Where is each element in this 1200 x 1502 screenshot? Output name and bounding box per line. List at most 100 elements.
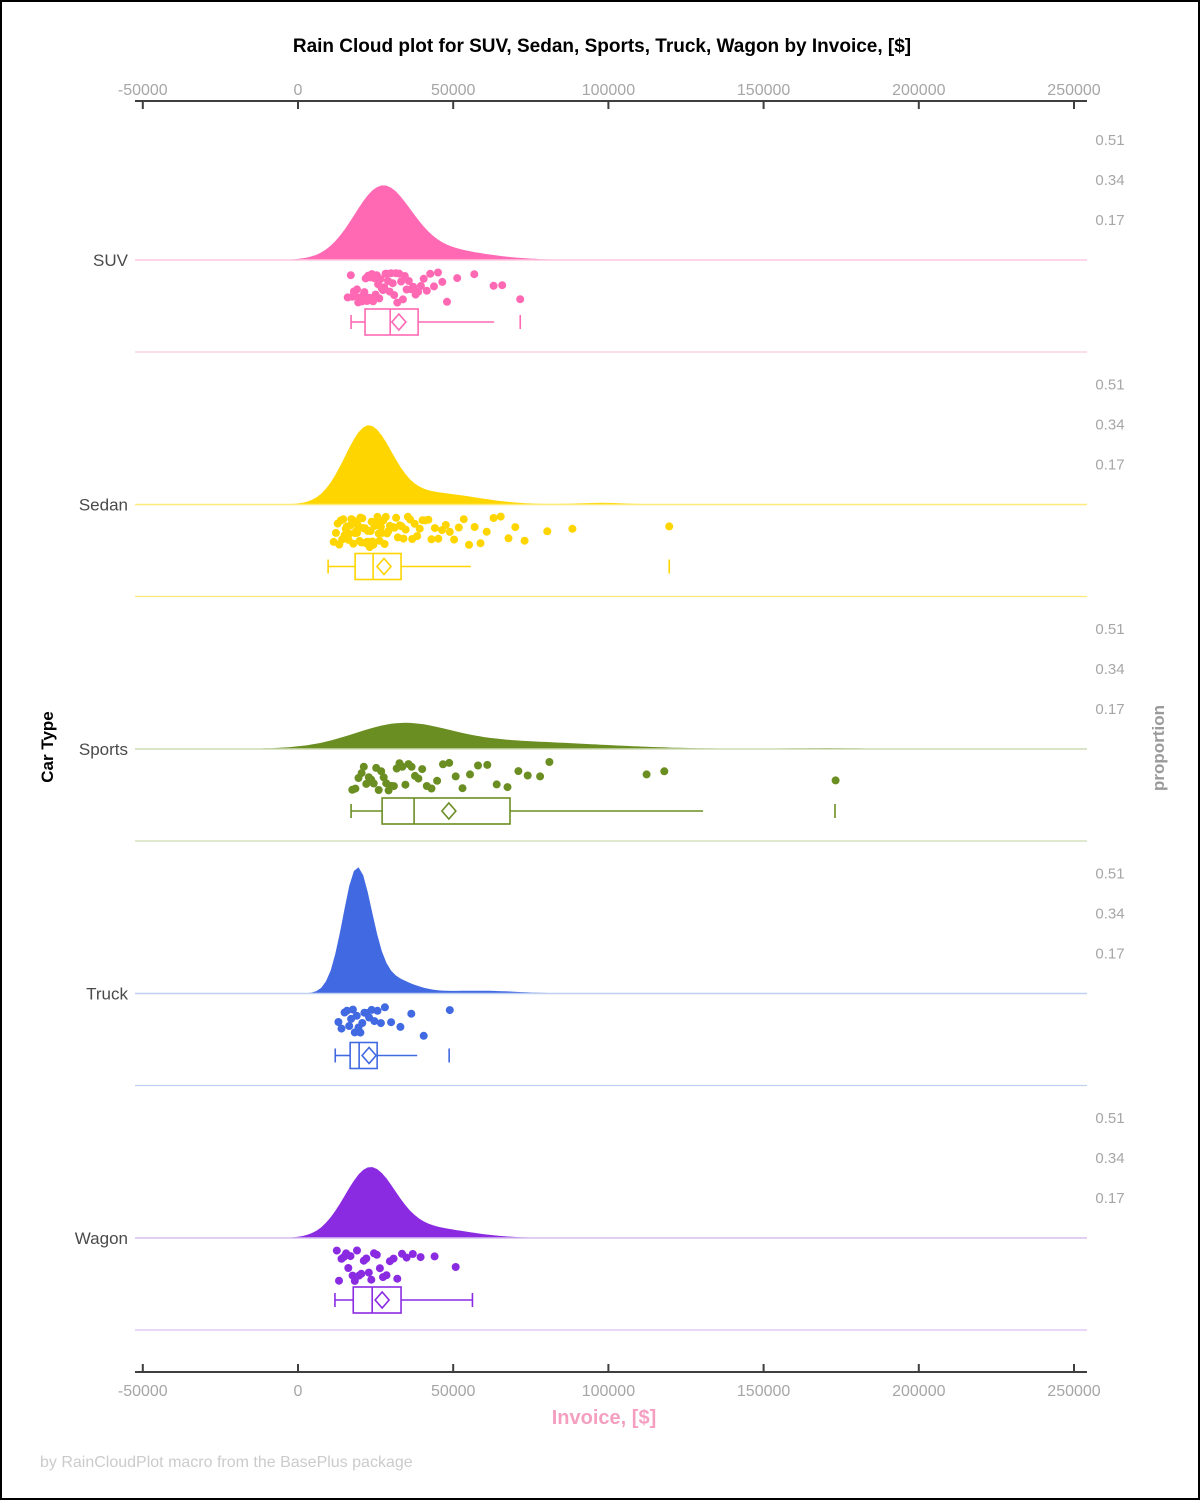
scatter-point-truck	[387, 1018, 396, 1027]
proportion-tick-label: 0.34	[1095, 416, 1124, 433]
density-curve-truck	[135, 867, 1087, 994]
scatter-point-suv	[409, 282, 418, 291]
scatter-point-wagon	[367, 1275, 376, 1284]
scatter-point-suv	[430, 282, 438, 291]
scatter-point-suv	[419, 274, 428, 283]
proportion-tick-label: 0.17	[1095, 1190, 1124, 1207]
scatter-point-truck	[345, 1022, 354, 1030]
scatter-point-sports	[545, 758, 554, 766]
scatter-point-sedan	[454, 523, 463, 532]
scatter-point-suv	[388, 279, 397, 288]
scatter-point-suv	[426, 269, 435, 278]
scatter-point-sports	[536, 772, 545, 781]
mean-diamond-sedan	[375, 557, 393, 576]
scatter-point-sedan	[511, 523, 520, 532]
scatter-point-suv	[422, 286, 431, 295]
scatter-point-truck	[370, 1017, 379, 1026]
scatter-point-wagon	[350, 1276, 359, 1285]
scatter-point-suv	[443, 297, 451, 306]
proportion-tick-label: 0.34	[1095, 661, 1124, 678]
scatter-point-truck	[356, 1028, 365, 1037]
scatter-point-wagon	[382, 1271, 391, 1280]
scatter-point-sedan	[482, 527, 491, 536]
scatter-point-suv	[369, 297, 378, 306]
scatter-point-sedan	[358, 514, 367, 523]
proportion-tick-label: 0.51	[1095, 621, 1124, 638]
proportion-tick-label: 0.51	[1095, 132, 1124, 149]
scatter-point-truck	[367, 1005, 376, 1014]
x-axis-label-invoice: Invoice, [$]	[551, 1407, 657, 1429]
chart-title: Rain Cloud plot for SUV, Sedan, Sports, …	[292, 36, 912, 57]
scatter-point-suv	[416, 282, 425, 290]
scatter-point-sedan	[441, 521, 450, 529]
scatter-point-sedan	[369, 540, 378, 549]
mean-diamond-truck	[361, 1046, 378, 1065]
scatter-point-sports	[389, 782, 398, 791]
scatter-point-suv	[353, 285, 361, 294]
scatter-point-truck	[358, 1019, 367, 1027]
scatter-point-suv	[438, 277, 447, 286]
proportion-tick-label: 0.51	[1095, 376, 1124, 393]
scatter-point-sedan	[496, 512, 505, 521]
scatter-point-truck	[376, 1019, 385, 1028]
density-curve-sports	[135, 722, 1087, 749]
scatter-point-suv	[375, 294, 384, 303]
scatter-point-sedan	[430, 524, 439, 533]
scatter-point-sports	[351, 784, 360, 793]
scatter-point-truck	[334, 1018, 343, 1026]
scatter-point-sedan	[489, 514, 498, 522]
x-axis-top-tick-label: -50000	[118, 82, 168, 99]
scatter-point-truck	[396, 1022, 405, 1031]
box-truck	[349, 1041, 378, 1070]
scatter-point-wagon	[416, 1253, 425, 1262]
scatter-point-suv	[453, 274, 462, 283]
scatter-point-sedan	[339, 515, 348, 524]
scatter-point-sedan	[373, 512, 382, 521]
x-axis-top-tick-label: 100000	[582, 82, 635, 99]
scatter-point-sports	[642, 770, 651, 779]
scatter-point-sports	[445, 758, 454, 767]
scatter-point-truck	[407, 1009, 416, 1018]
scatter-point-sports	[503, 783, 512, 792]
scatter-point-sports	[466, 770, 474, 779]
scatter-point-sports	[357, 769, 366, 778]
scatter-point-wagon	[430, 1252, 439, 1261]
density-curve-sedan	[135, 425, 1087, 505]
scatter-point-sports	[831, 776, 840, 785]
scatter-point-wagon	[402, 1253, 411, 1262]
scatter-point-wagon	[344, 1264, 353, 1272]
scatter-point-sports	[514, 767, 523, 776]
x-axis-bottom-tick-label: 0	[294, 1383, 303, 1400]
x-axis-top-tick-label: 200000	[892, 82, 945, 99]
box-wagon	[352, 1286, 402, 1314]
mean-diamond-sports	[440, 801, 457, 821]
proportion-tick-label: 0.17	[1095, 456, 1124, 473]
scatter-point-truck	[348, 1005, 357, 1014]
scatter-point-suv	[434, 268, 442, 277]
x-axis-top-tick-label: 0	[294, 82, 303, 99]
scatter-point-suv	[360, 288, 369, 297]
proportion-tick-label: 0.34	[1095, 1150, 1124, 1167]
scatter-point-truck	[445, 1006, 454, 1015]
x-axis-top-tick-label: 50000	[431, 82, 476, 99]
scatter-point-suv	[380, 283, 389, 292]
scatter-point-sedan	[504, 534, 513, 543]
category-label-sports: Sports	[79, 740, 128, 759]
mean-diamond-suv	[390, 312, 407, 332]
x-axis-top-tick-label: 150000	[737, 82, 790, 99]
scatter-point-sports	[374, 786, 383, 794]
scatter-point-truck	[337, 1024, 346, 1033]
scatter-point-wagon	[362, 1254, 371, 1263]
scatter-point-sports	[523, 771, 532, 780]
scatter-point-sports	[377, 767, 386, 776]
scatter-point-sedan	[543, 527, 552, 536]
scatter-point-sports	[451, 772, 460, 781]
scatter-point-sedan	[399, 534, 408, 543]
scatter-point-suv	[516, 295, 525, 304]
scatter-point-sports	[492, 780, 501, 789]
scatter-point-sedan	[380, 540, 389, 548]
scatter-point-wagon	[408, 1250, 417, 1258]
proportion-tick-label: 0.17	[1095, 701, 1124, 718]
mean-diamond-wagon	[374, 1290, 391, 1310]
